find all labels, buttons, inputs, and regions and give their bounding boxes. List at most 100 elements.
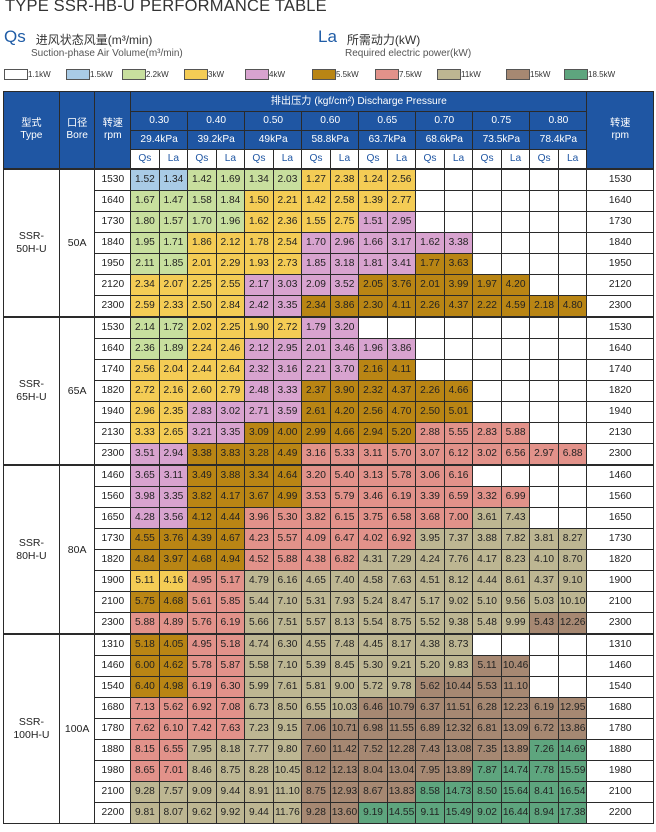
rpm-value-right: 1980: [586, 760, 654, 782]
la-value: 7.63: [386, 570, 417, 592]
qs-value: 5.75: [130, 591, 160, 613]
la-value: 6.30: [272, 633, 303, 656]
la-value: 5.30: [272, 507, 303, 529]
la-value: 1.57: [158, 211, 189, 233]
qs-value: 4.39: [187, 528, 217, 550]
la-value: 1.71: [158, 232, 189, 254]
rpm-value: 1540: [94, 676, 132, 698]
la-value: 3.20: [329, 316, 360, 339]
rpm-value: 2100: [94, 591, 132, 613]
qs-value: [529, 655, 559, 677]
qs-value: 2.32: [358, 380, 388, 402]
la-value: 4.49: [272, 443, 303, 466]
legend-label: 7.5kW: [399, 70, 422, 79]
la-value: 2.12: [215, 232, 246, 254]
table-row: 1460 6.00 4.62 5.78 5.87 5.58 7.10 5.39 8.45 5.30…: [4, 655, 654, 677]
qs-value: 2.99: [301, 422, 331, 444]
qs-value: 7.13: [130, 697, 160, 719]
qs-value: 9.28: [130, 781, 160, 803]
la-value: 11.10: [500, 676, 531, 698]
la-value: 2.65: [158, 422, 189, 444]
la-value: 15.64: [500, 781, 531, 803]
qs-value: 2.16: [358, 359, 388, 381]
la-value: 13.04: [386, 760, 417, 782]
legend-item: 15kW: [506, 68, 550, 80]
la-value: 3.76: [386, 274, 417, 296]
qs-english-label: Suction-phase Air Volume(m³/min): [31, 48, 183, 59]
qs-value: 5.39: [301, 655, 331, 677]
la-value: [557, 168, 588, 191]
legend-item: 2.2kW: [122, 68, 169, 80]
la-value: 2.96: [329, 232, 360, 254]
la-value: 8.27: [557, 528, 588, 550]
model-type: SSR- 50H-U: [3, 168, 60, 318]
qs-value: 3.38: [187, 443, 217, 466]
la-value: 2.35: [158, 401, 189, 423]
qs-value: 5.62: [415, 676, 445, 698]
rpm-value-right: 1730: [586, 528, 654, 550]
rpm-value: 1820: [94, 380, 132, 402]
la-value: 11.76: [272, 802, 303, 824]
la-value: 4.68: [158, 591, 189, 613]
rpm-value-right: 1460: [586, 464, 654, 487]
qs-value: 3.21: [187, 422, 217, 444]
qs-value: 3.06: [415, 464, 445, 487]
la-value: 5.85: [215, 591, 246, 613]
rpm-value: 1460: [94, 464, 132, 487]
rpm-value-right: 2300: [586, 612, 654, 635]
qs-value: 5.44: [244, 591, 274, 613]
legend-label: 18.5kW: [588, 70, 616, 79]
legend-item: 18.5kW: [564, 68, 615, 80]
qs-value: 3.09: [244, 422, 274, 444]
la-value: 12.32: [443, 718, 474, 740]
rpm-value-right: 1880: [586, 739, 654, 761]
la-value: 5.70: [386, 443, 417, 466]
legend-item: 1.1kW: [4, 68, 51, 80]
la-value: [500, 633, 531, 656]
qs-value: 2.36: [130, 338, 160, 360]
qs-value: 5.61: [187, 591, 217, 613]
la-value: 4.99: [272, 486, 303, 508]
legend-swatch: [4, 69, 28, 80]
legend-item: 5.5kW: [312, 68, 359, 80]
rpm-value-right: 2130: [586, 422, 654, 444]
legend-label: 5.5kW: [336, 70, 359, 79]
la-value: 5.40: [329, 464, 360, 487]
qs-value: 6.72: [529, 718, 559, 740]
la-value: 3.11: [158, 464, 189, 487]
rpm-value-right: 1740: [586, 359, 654, 381]
la-value: 11.42: [329, 739, 360, 761]
rpm-value: 2300: [94, 443, 132, 466]
bore-size: 50A: [58, 168, 96, 318]
table-row: 2100 9.28 7.57 9.09 9.44 8.91 11.10 8.75 12.93 8.…: [4, 781, 654, 803]
qs-value: 4.44: [472, 570, 502, 592]
table-row: 1740 2.56 2.04 2.44 2.64 2.32 3.16 2.21 3.70 2.16…: [4, 359, 654, 381]
rpm-value: 2130: [94, 422, 132, 444]
la-value: 2.16: [158, 380, 189, 402]
qs-value: 8.12: [301, 760, 331, 782]
la-value: [500, 168, 531, 191]
qs-value: 2.26: [415, 380, 445, 402]
qs-value: 3.13: [358, 464, 388, 487]
la-value: [443, 211, 474, 233]
la-value: 6.99: [500, 486, 531, 508]
la-value: 2.33: [158, 295, 189, 318]
page-title: TYPE SSR-HB-U PERFORMANCE TABLE: [5, 0, 327, 15]
la-value: 15.49: [443, 802, 474, 824]
la-value: 4.70: [386, 401, 417, 423]
qs-value: 3.82: [187, 486, 217, 508]
qs-value: 3.32: [472, 486, 502, 508]
qs-value: 2.83: [187, 401, 217, 423]
la-value: 1.34: [158, 168, 189, 191]
la-value: 6.55: [158, 739, 189, 761]
qs-value: 4.02: [358, 528, 388, 550]
rpm-value-right: 1640: [586, 338, 654, 360]
qs-value: 2.12: [244, 338, 274, 360]
rpm-value: 1310: [94, 633, 132, 656]
la-value: 1.85: [158, 253, 189, 275]
la-value: 3.41: [386, 253, 417, 275]
qs-value: 3.68: [415, 507, 445, 529]
la-value: 4.98: [158, 676, 189, 698]
la-value: 2.21: [272, 190, 303, 212]
header-kpa-value: 58.8kPa: [301, 130, 360, 150]
